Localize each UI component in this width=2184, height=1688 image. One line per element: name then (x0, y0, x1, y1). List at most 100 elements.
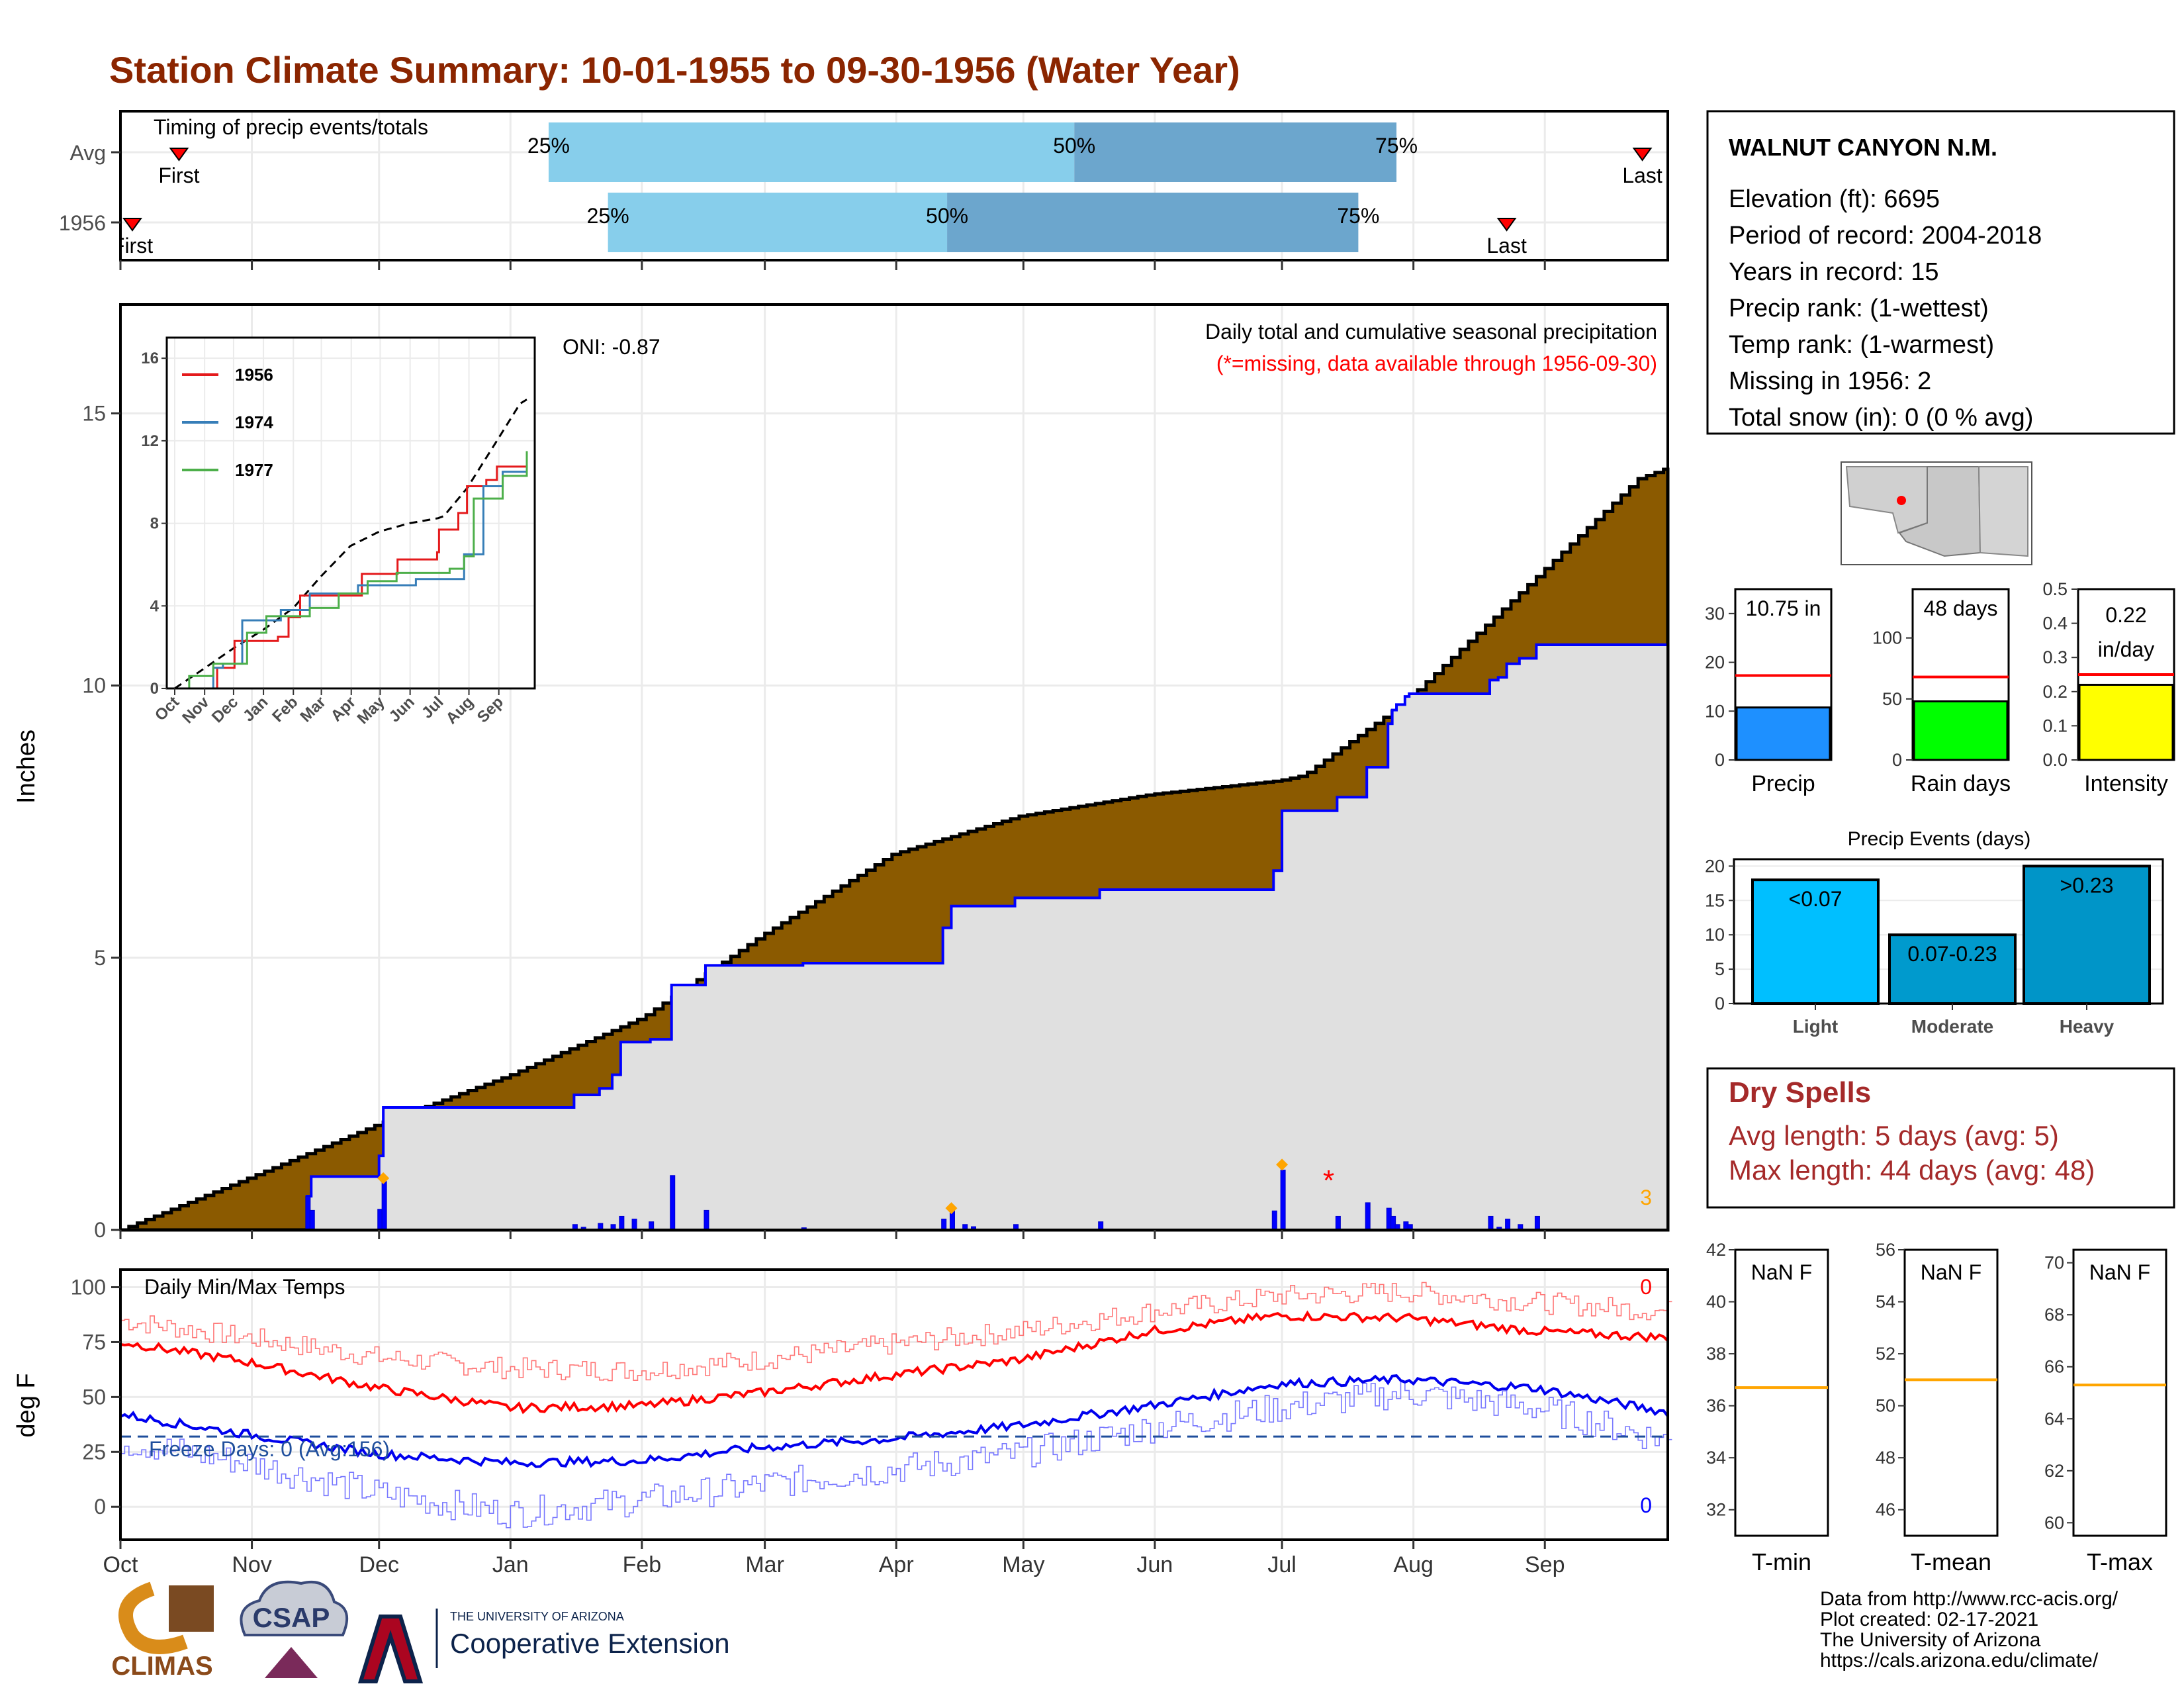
mini-bar-y-tick-label: 30 (1705, 604, 1725, 624)
events-y-tick-label: 5 (1715, 959, 1725, 979)
temperature-panel: Daily Min/Max Temps Freeze Days: 0 (Avg:… (13, 1268, 1672, 1577)
page-title: Station Climate Summary: 10-01-1955 to 0… (109, 49, 1240, 91)
daily-precip-bar (1534, 1215, 1540, 1231)
daily-precip-bar (381, 1181, 387, 1231)
dry-max-length: Max length: 44 days (avg: 48) (1729, 1154, 2095, 1186)
month-tick-label: Oct (103, 1552, 138, 1577)
map-state-new-mexico (1978, 466, 2028, 557)
temp-box-y-tick-label: 54 (1876, 1292, 1895, 1312)
temp-box-y-tick-label: 60 (2044, 1513, 2064, 1532)
month-tick-label: Apr (879, 1552, 914, 1577)
events-y-tick-label: 10 (1705, 925, 1725, 945)
month-tick-label: Jun (1137, 1552, 1173, 1577)
ua-logo-small-text: THE UNIVERSITY OF ARIZONA (450, 1610, 624, 1623)
mini-bar-y-tick-label: 0 (1892, 750, 1902, 770)
daily-precip-bar (941, 1219, 947, 1231)
dry-spells-frame (1706, 1067, 2175, 1209)
precip-missing-note: (*=missing, data available through 1956-… (1216, 352, 1657, 375)
month-tick-label: Feb (623, 1552, 662, 1577)
timing-row-year-label: 1956 (59, 211, 106, 235)
month-tick-label: May (1002, 1552, 1044, 1577)
month-tick-label: Dec (359, 1552, 398, 1577)
ua-block-a-icon (357, 1615, 424, 1683)
daily-precip-bar (949, 1210, 955, 1231)
mini-bar-y-tick-label: 20 (1705, 653, 1725, 673)
events-y-tick-label: 15 (1705, 890, 1725, 910)
ua-logo-big-text: Cooperative Extension (450, 1628, 730, 1659)
daily-precip-bar (631, 1219, 637, 1231)
temp-box-y-tick-label: 34 (1706, 1448, 1726, 1468)
mini-bar-category-label: Rain days (1911, 771, 2011, 796)
mini-bar-category-label: Intensity (2084, 771, 2168, 796)
temp-box-label: T-max (2087, 1548, 2153, 1575)
temp-box-y-tick-label: 68 (2044, 1305, 2064, 1325)
timing-label: Timing of precip events/totals (154, 115, 428, 139)
mini-bar-value (1913, 700, 2009, 761)
timing-q75-label: 75% (1337, 204, 1379, 228)
timing-q25-label: 25% (527, 134, 570, 158)
daily-precip-bar (1488, 1215, 1494, 1231)
temp-box-frame (1903, 1248, 1999, 1537)
record-max-temp-line (120, 1282, 1672, 1382)
max-precip-diamond-icon (377, 1172, 390, 1184)
mini-bar-y-tick-label: 100 (1872, 628, 1902, 648)
timing-bar-q25-q50 (608, 193, 948, 252)
temp-box-y-tick-label: 70 (2044, 1253, 2064, 1273)
dry-spells-title: Dry Spells (1729, 1076, 1871, 1109)
inset-average-line (174, 399, 527, 690)
max-precip-diamond-icon (945, 1202, 958, 1215)
station-info-box: WALNUT CANYON N.M. Elevation (ft): 6695 P… (1706, 110, 2175, 435)
temp-y-tick-label: 100 (71, 1276, 106, 1299)
timing-q25-label: 25% (587, 204, 629, 228)
climas-block-icon (169, 1585, 214, 1632)
temp-box-value: NaN F (1751, 1260, 1812, 1284)
daily-precip-bar (309, 1209, 315, 1231)
temp-box-y-tick-label: 38 (1706, 1344, 1726, 1364)
temp-box-y-tick-label: 66 (2044, 1357, 2064, 1377)
inset-y-tick-label: 8 (150, 515, 159, 533)
temp-y-tick-label: 25 (82, 1440, 106, 1464)
climas-logo-text: CLIMAS (111, 1652, 212, 1681)
month-tick-label: Mar (745, 1552, 784, 1577)
csap-logo-text: CSAP (253, 1602, 330, 1633)
inset-legend-label: 1956 (235, 365, 273, 385)
oni-label: ONI: -0.87 (563, 335, 660, 359)
footer-line-data-source: Data from http://www.rcc-acis.org/ (1820, 1588, 2118, 1610)
inset-legend-label: 1977 (235, 460, 273, 480)
daily-precip-bar (1365, 1202, 1371, 1231)
month-tick-label: Sep (1525, 1552, 1565, 1577)
precip-y-axis-label: Inches (13, 729, 40, 804)
temp-box-label: T-mean (1911, 1548, 1991, 1575)
mini-bar-y-tick-label: 0 (1715, 750, 1725, 770)
mini-bar-y-tick-label: 0.2 (2042, 682, 2068, 702)
mini-bar-y-tick-label: 50 (1882, 689, 1902, 709)
mini-bar-value-label: 48 days (1923, 596, 1997, 620)
max-precip-diamond-icon (1276, 1158, 1289, 1171)
mini-bar-y-tick-label: 0.5 (2042, 579, 2068, 599)
timing-bar-q50-q75 (1074, 122, 1397, 182)
last-event-label: Last (1486, 234, 1527, 258)
mini-bar-category-label: Precip (1751, 771, 1815, 796)
first-event-marker-icon (122, 218, 142, 232)
climas-swoosh-icon (118, 1581, 188, 1654)
footer-line-university: The University of Arizona (1820, 1629, 2041, 1651)
timing-bar-q25-q50 (548, 122, 1075, 182)
csap-mountain-icon (265, 1647, 318, 1678)
mini-bar-value-label-unit: in/day (2098, 637, 2154, 661)
events-y-tick-label: 0 (1715, 994, 1725, 1013)
footer-line-website: https://cals.arizona.edu/climate/ (1820, 1650, 2099, 1671)
dry-avg-length: Avg length: 5 days (avg: 5) (1729, 1120, 2059, 1151)
temp-box-label: T-min (1752, 1548, 1811, 1575)
month-tick-label: Aug (1393, 1552, 1433, 1577)
mini-bar-value-label: 0.22 (2105, 603, 2146, 627)
temp-box-y-tick-label: 36 (1706, 1396, 1726, 1416)
temp-box-y-tick-label: 40 (1706, 1292, 1726, 1312)
temp-box-frame (2072, 1248, 2167, 1537)
temp-box-y-tick-label: 56 (1876, 1240, 1895, 1260)
precip-panel: * 0 5 10 15 Inches Daily total and cumulati… (13, 303, 1670, 1242)
footer-line-plot-date: Plot created: 02-17-2021 (1820, 1609, 2038, 1630)
precip-events-chart: Precip Events (days) <0.07 0.07-0.23 >0.23… (1705, 828, 2164, 1037)
temp-y-axis-label: deg F (13, 1373, 40, 1437)
daily-precip-bar (670, 1175, 676, 1231)
inset-y-tick-label: 4 (150, 597, 159, 615)
